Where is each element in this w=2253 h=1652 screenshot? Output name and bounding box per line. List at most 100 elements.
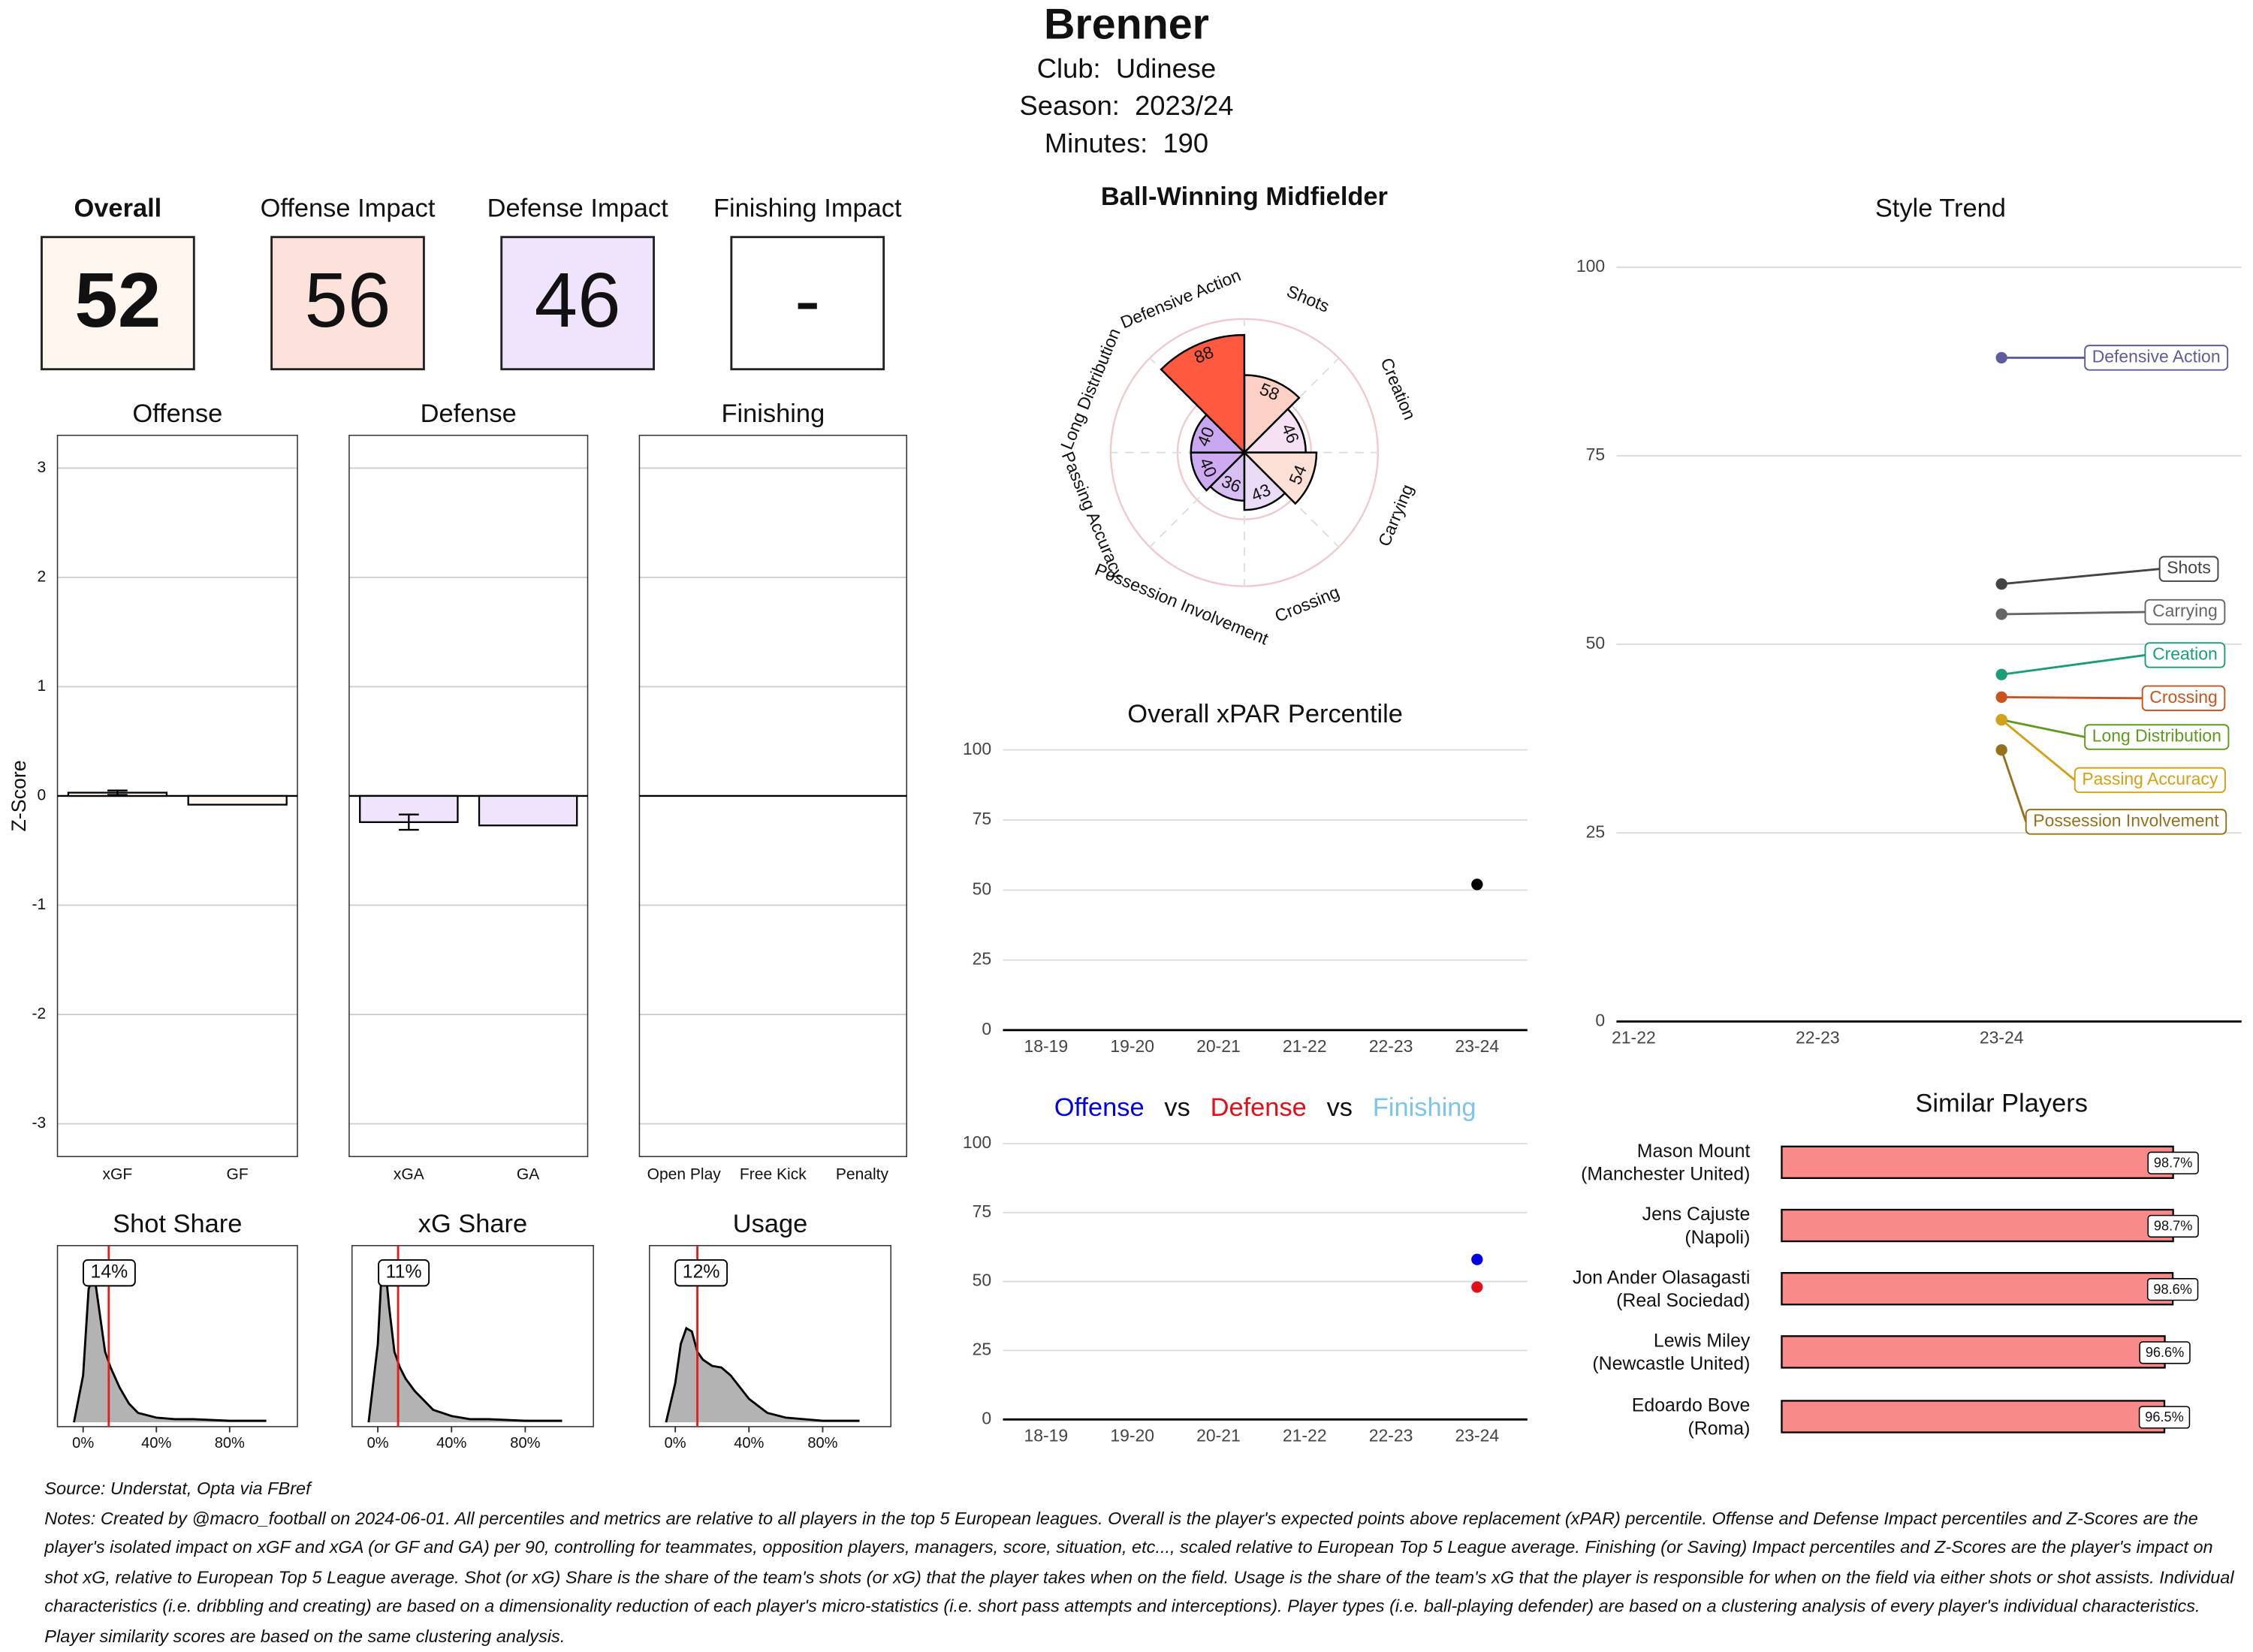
point xyxy=(1471,1281,1483,1293)
label-box xyxy=(2084,724,2230,750)
x-tick-label: 23-24 xyxy=(1455,1036,1500,1056)
y-tick-label: 100 xyxy=(963,739,991,758)
player-name: Edoardo Bove xyxy=(1632,1395,1751,1416)
x-tick-label: 21-22 xyxy=(1612,1027,1656,1047)
label-connector xyxy=(2001,719,2086,738)
y-tick-label: 100 xyxy=(963,1132,991,1152)
label-box xyxy=(2084,345,2229,371)
y-tick-label: 0 xyxy=(1595,1010,1605,1029)
series-label: Possession Involvement xyxy=(2033,810,2219,830)
kpi-box xyxy=(270,236,425,371)
kpi: Offense Impact 56 xyxy=(261,194,436,371)
chart-title: Ball-Winning Midfielder xyxy=(1101,182,1388,211)
title-separator: vs xyxy=(1327,1093,1353,1122)
panel-title: Shot Share xyxy=(113,1210,242,1238)
kpi-value: 56 xyxy=(305,256,391,343)
y-tick-label: 0 xyxy=(38,787,47,804)
chart: Finishing Open Play Free Kick Penalty xyxy=(638,399,908,1183)
point xyxy=(1471,879,1483,891)
point xyxy=(1995,668,2007,680)
series-label: Defensive Action xyxy=(2092,346,2221,366)
chart: Style Trend 0 25 50 75 100 21-22 22-23 23-24 Defe… xyxy=(1576,194,2242,1047)
kpi-box xyxy=(500,236,655,371)
value-label: 96.6% xyxy=(2146,1345,2184,1360)
chart: xG Share 0% 40% 80% 11% xyxy=(351,1210,594,1452)
error-bar xyxy=(107,789,128,796)
x-tick-label: 23-24 xyxy=(1455,1425,1500,1445)
footer: Source: Understat, Opta via FBref Notes:… xyxy=(44,1474,2236,1651)
label-box xyxy=(378,1259,430,1287)
average-label: 12% xyxy=(683,1262,720,1283)
x-tick-label: 80% xyxy=(807,1435,837,1452)
panel-frame xyxy=(351,1245,594,1427)
category-label: Crossing xyxy=(1272,582,1343,626)
x-tick-label: Penalty xyxy=(836,1166,889,1183)
notes: Notes: Created by @macro_football on 202… xyxy=(44,1508,2234,1647)
polar-bar xyxy=(1160,333,1246,455)
player-club: (Manchester United) xyxy=(1581,1164,1750,1185)
kpi-label: Offense Impact xyxy=(261,194,436,222)
chart-title: Similar Players xyxy=(1915,1089,2088,1117)
kpi-box xyxy=(41,236,195,371)
chart: Shot Share 0% 40% 80% 14% xyxy=(56,1210,298,1452)
panel-title: Defense xyxy=(421,399,517,428)
kpi-value: 46 xyxy=(535,256,621,343)
x-tick-label: 0% xyxy=(367,1435,389,1452)
title-separator: vs xyxy=(1164,1093,1190,1122)
player-name: Brenner xyxy=(1044,1,1209,49)
label-box xyxy=(2146,1278,2199,1301)
player-club: (Roma) xyxy=(1687,1418,1750,1439)
category-label: Carrying xyxy=(1374,481,1417,549)
y-tick-label: -1 xyxy=(32,896,47,913)
point xyxy=(1995,608,2007,620)
polar-bar xyxy=(1241,451,1318,505)
panel-title: Offense xyxy=(132,399,222,428)
label-connector xyxy=(2000,749,2028,822)
value-label: 98.7% xyxy=(2154,1219,2192,1234)
series-label: Carrying xyxy=(2152,601,2218,620)
label-box xyxy=(2074,767,2226,794)
x-tick-label: GF xyxy=(227,1166,249,1183)
average-label: 14% xyxy=(91,1262,128,1283)
point xyxy=(1995,713,2007,726)
panel-title: Finishing xyxy=(721,399,825,428)
x-tick-label: GA xyxy=(517,1166,539,1183)
bar xyxy=(1781,1335,2166,1369)
kpi-label: Defense Impact xyxy=(487,194,669,222)
x-tick-label: xGA xyxy=(394,1166,424,1183)
charts: Brenner Club: Udinese Season: 2023/24 Mi… xyxy=(8,1,2242,1452)
bar xyxy=(1781,1208,2174,1243)
y-tick-label: 75 xyxy=(973,809,992,828)
point xyxy=(1471,1253,1483,1265)
source: Source: Understat, Opta via FBref xyxy=(44,1478,311,1499)
series-label: Long Distribution xyxy=(2092,726,2221,746)
x-tick-label: 18-19 xyxy=(1024,1036,1069,1056)
bar xyxy=(1781,1400,2166,1433)
density-area xyxy=(74,1273,267,1423)
label-connector xyxy=(2001,568,2160,586)
label-box xyxy=(2144,598,2226,626)
point xyxy=(1995,691,2007,704)
panel-title: xG Share xyxy=(418,1210,527,1238)
kpi-value: - xyxy=(795,256,820,343)
y-axis-label: Z-Score xyxy=(8,760,30,831)
category-label: Passing Accuracy xyxy=(1058,449,1129,583)
x-tick-label: Open Play xyxy=(647,1166,722,1183)
point xyxy=(1995,578,2007,590)
x-tick-label: 80% xyxy=(510,1435,540,1452)
player-name: Lewis Miley xyxy=(1654,1331,1751,1352)
density-area xyxy=(368,1265,562,1423)
panel-title: Usage xyxy=(733,1210,808,1238)
x-tick-label: 80% xyxy=(215,1435,245,1452)
chart: Overall xPAR Percentile 0 25 50 75 100 18-19 19… xyxy=(963,700,1528,1056)
label-connector xyxy=(2001,610,2146,616)
x-tick-label: 0% xyxy=(72,1435,94,1452)
club: Club: Udinese xyxy=(1037,53,1216,83)
chart: Offense -3 -2 -1 0 1 2 3 Z-Score xGF GF xyxy=(8,399,298,1183)
category-label: Defensive Action xyxy=(1117,265,1244,332)
bar xyxy=(1781,1145,2174,1180)
legend-entry: Defense xyxy=(1211,1093,1307,1122)
player-name: Mason Mount xyxy=(1637,1141,1751,1162)
